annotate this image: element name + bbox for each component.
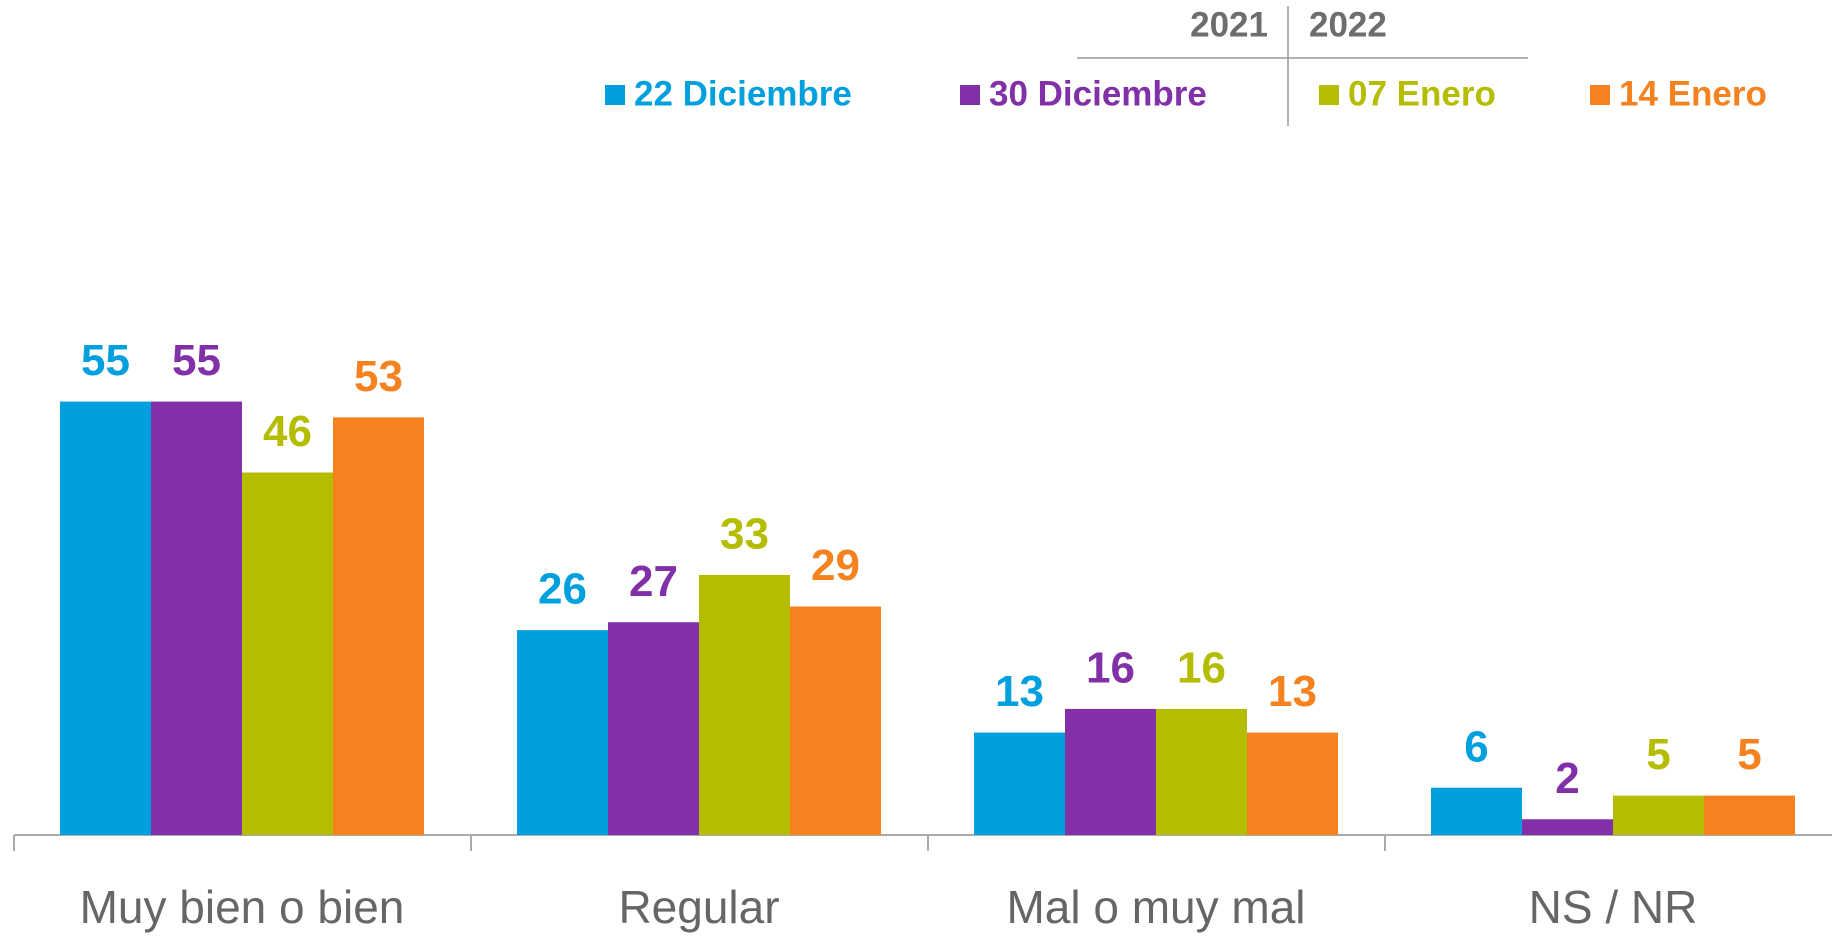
bar: [608, 622, 699, 835]
data-label: 26: [538, 565, 587, 614]
year-label: 2022: [1309, 5, 1387, 44]
legend-swatch: [960, 85, 980, 105]
legend-label: 07 Enero: [1348, 74, 1496, 113]
data-label: 2: [1555, 754, 1579, 803]
x-tick-label: Muy bien o bien: [80, 881, 405, 933]
bar: [151, 401, 242, 835]
data-label: 13: [1268, 667, 1317, 716]
data-label: 46: [263, 407, 312, 456]
bar: [242, 472, 333, 835]
x-tick-label: Mal o muy mal: [1006, 881, 1305, 933]
bar: [60, 401, 151, 835]
bar: [1704, 795, 1795, 835]
legend-swatch: [1590, 85, 1610, 105]
data-label: 55: [172, 336, 221, 385]
bar: [517, 630, 608, 835]
bar: [699, 574, 790, 835]
data-label: 5: [1737, 730, 1761, 779]
x-tick-label: Regular: [618, 881, 779, 933]
legend-swatch: [605, 85, 625, 105]
bar: [790, 606, 881, 835]
data-label: 33: [720, 510, 769, 559]
bar: [333, 417, 424, 835]
x-tick-label: NS / NR: [1529, 881, 1698, 933]
legend-label: 14 Enero: [1619, 74, 1767, 113]
data-label: 13: [995, 667, 1044, 716]
bar: [1065, 708, 1156, 835]
bar: [1522, 819, 1613, 835]
data-label: 5: [1646, 730, 1670, 779]
legend-swatch: [1319, 85, 1339, 105]
data-label: 16: [1177, 644, 1226, 693]
legend-label: 30 Diciembre: [989, 74, 1207, 113]
bar: [1156, 708, 1247, 835]
bar: [1247, 732, 1338, 835]
data-label: 55: [81, 336, 130, 385]
year-label: 2021: [1190, 5, 1268, 44]
data-label: 16: [1086, 644, 1135, 693]
data-label: 27: [629, 557, 678, 606]
legend-label: 22 Diciembre: [634, 74, 852, 113]
data-label: 6: [1464, 722, 1488, 771]
bar: [1431, 787, 1522, 835]
bar: [1613, 795, 1704, 835]
data-label: 29: [811, 541, 860, 590]
data-label: 53: [354, 352, 403, 401]
bar: [974, 732, 1065, 835]
